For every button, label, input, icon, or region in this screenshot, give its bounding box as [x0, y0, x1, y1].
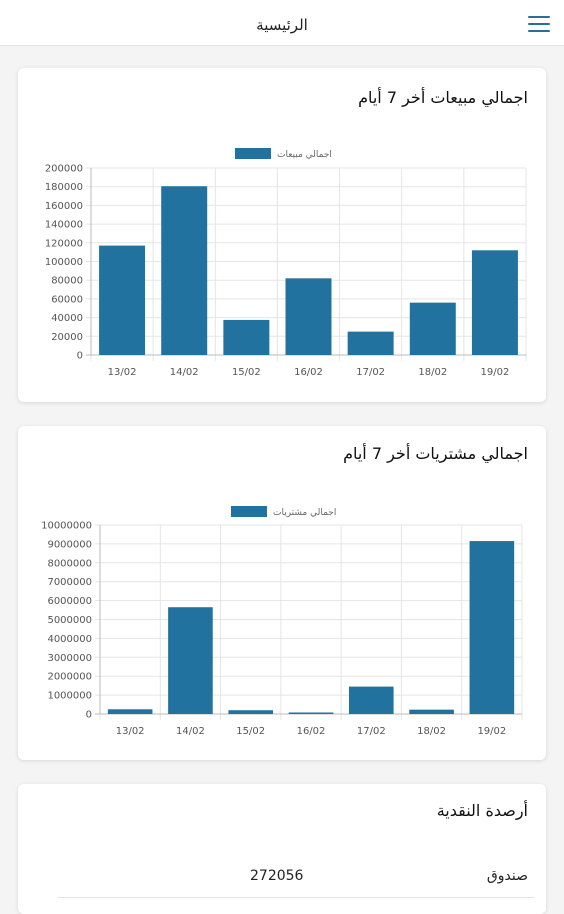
- sales-bar[interactable]: [161, 186, 208, 355]
- sales-bar[interactable]: [409, 302, 456, 355]
- sales-y-tick-label: 140000: [45, 220, 83, 231]
- sales-chart: اجمالي مبيعات 0 20000 40000 60000 80000 100000…: [45, 148, 527, 378]
- cash-balances-card: أرصدة النقدية صندوق 272056: [18, 784, 546, 914]
- cash-row-box[interactable]: صندوق 272056: [58, 862, 534, 902]
- sales-legend-label: اجمالي مبيعات: [277, 150, 332, 160]
- purchases-y-tick-label: 6000000: [47, 596, 92, 607]
- sales-bar[interactable]: [285, 278, 332, 355]
- purchases-bar[interactable]: [409, 709, 454, 714]
- sales-y-tick-label: 60000: [51, 294, 83, 305]
- sales-y-tick-label: 160000: [45, 201, 83, 212]
- purchases-y-tick-label: 0: [86, 710, 92, 721]
- purchases-bar[interactable]: [107, 709, 153, 714]
- sales-y-tick-label: 80000: [51, 276, 83, 287]
- purchases-y-tick-label: 2000000: [47, 672, 92, 683]
- purchases-card-title: اجمالي مشتريات أخر 7 أيام: [343, 444, 528, 463]
- purchases-y-tick-label: 9000000: [47, 539, 92, 550]
- cash-card-title: أرصدة النقدية: [436, 801, 528, 820]
- sales-x-tick-label: 16/02: [294, 367, 323, 378]
- app-header: الرئيسية: [0, 0, 564, 46]
- purchases-y-tick-label: 1000000: [47, 691, 92, 702]
- sales-bar[interactable]: [223, 319, 270, 355]
- purchases-bar[interactable]: [288, 712, 334, 714]
- purchases-bar[interactable]: [469, 541, 515, 714]
- purchases-x-tick-label: 16/02: [297, 726, 326, 737]
- sales-x-tick-label: 18/02: [418, 367, 447, 378]
- sales-y-tick-label: 20000: [51, 332, 83, 343]
- sales-y-tick-label: 40000: [51, 313, 83, 324]
- sales-y-tick-label: 0: [77, 351, 83, 362]
- sales-legend-swatch: [235, 148, 271, 159]
- sales-bar[interactable]: [99, 245, 146, 355]
- purchases-card: اجمالي مشتريات أخر 7 أيام اجمالي مشتريات…: [18, 426, 546, 760]
- cash-row-label: صندوق: [486, 868, 528, 884]
- purchases-x-tick-label: 14/02: [176, 726, 205, 737]
- divider: [58, 897, 534, 898]
- purchases-legend-label: اجمالي مشتريات: [273, 508, 336, 518]
- purchases-x-tick-label: 15/02: [236, 726, 265, 737]
- sales-x-tick-label: 13/02: [108, 367, 137, 378]
- sales-card: اجمالي مبيعات أخر 7 أيام اجمالي مبيعات 0 2…: [18, 68, 546, 402]
- sales-bar[interactable]: [347, 331, 394, 355]
- purchases-bar[interactable]: [228, 710, 274, 714]
- purchases-x-tick-label: 13/02: [116, 726, 145, 737]
- menu-icon[interactable]: [528, 16, 550, 32]
- page-title: الرئيسية: [256, 16, 308, 34]
- cash-row-value: 272056: [250, 868, 304, 884]
- purchases-y-tick-label: 5000000: [47, 615, 92, 626]
- purchases-y-tick-label: 3000000: [47, 653, 92, 664]
- purchases-x-tick-label: 19/02: [477, 726, 506, 737]
- purchases-legend[interactable]: اجمالي مشتريات: [231, 506, 336, 518]
- sales-x-tick-label: 17/02: [356, 367, 385, 378]
- sales-x-tick-label: 19/02: [481, 367, 510, 378]
- purchases-x-tick-label: 18/02: [417, 726, 446, 737]
- purchases-bar[interactable]: [348, 686, 394, 714]
- purchases-chart: اجمالي مشتريات 0 1000000 2000000 3000000 4000…: [41, 506, 523, 737]
- sales-legend[interactable]: اجمالي مبيعات: [235, 148, 332, 160]
- purchases-legend-swatch: [231, 506, 267, 517]
- purchases-bar[interactable]: [168, 607, 213, 714]
- sales-y-tick-label: 120000: [45, 238, 83, 249]
- purchases-y-tick-label: 4000000: [47, 634, 92, 645]
- sales-card-title: اجمالي مبيعات أخر 7 أيام: [358, 88, 528, 107]
- sales-x-tick-label: 14/02: [170, 367, 199, 378]
- sales-x-tick-label: 15/02: [232, 367, 261, 378]
- purchases-x-tick-label: 17/02: [357, 726, 386, 737]
- sales-bar[interactable]: [471, 250, 518, 355]
- purchases-y-tick-label: 8000000: [47, 558, 92, 569]
- purchases-y-tick-label: 7000000: [47, 577, 92, 588]
- sales-y-tick-label: 100000: [45, 257, 83, 268]
- purchases-y-tick-label: 10000000: [41, 521, 92, 532]
- sales-y-tick-label: 180000: [45, 182, 83, 193]
- sales-y-tick-label: 200000: [45, 164, 83, 175]
